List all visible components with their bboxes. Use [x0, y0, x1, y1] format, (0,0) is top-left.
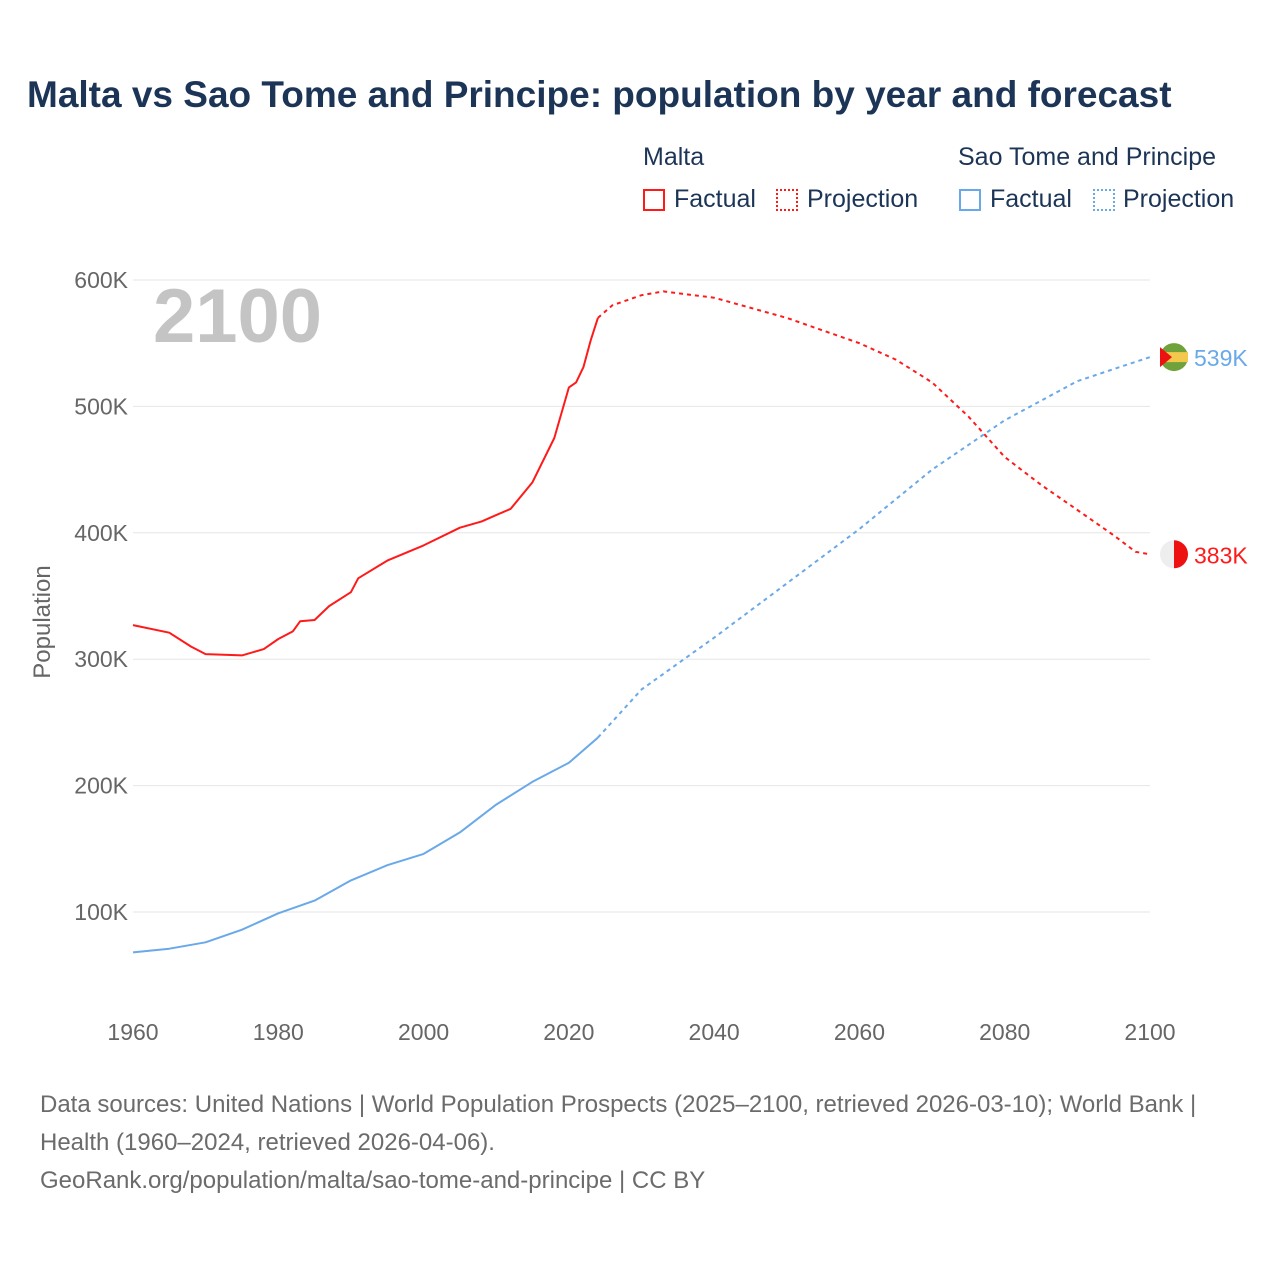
footer: Data sources: United Nations | World Pop… — [40, 1086, 1240, 1200]
x-tick-label: 2020 — [543, 1019, 594, 1045]
footer-link[interactable]: GeoRank.org/population/malta/sao-tome-an… — [40, 1167, 706, 1194]
y-axis-label: Population — [29, 565, 56, 678]
year-overlay: 2100 — [153, 274, 322, 359]
malta-flag-icon — [1160, 540, 1188, 569]
y-tick-label: 500K — [74, 393, 128, 419]
x-tick-label: 2100 — [1124, 1019, 1175, 1045]
legend-malta-projection[interactable]: Projection — [807, 185, 919, 213]
y-tick-label: 300K — [74, 646, 128, 672]
footer-sources: Data sources: United Nations | World Pop… — [40, 1091, 1197, 1156]
y-tick-label: 100K — [74, 899, 128, 925]
legend-group-stp: Sao Tome and Principe — [958, 143, 1217, 171]
chart-title: Malta vs Sao Tome and Principe: populati… — [27, 74, 1172, 115]
legend-malta-factual-swatch — [643, 189, 665, 211]
legend-stp-projection-swatch — [1093, 189, 1115, 211]
legend-stp-factual-swatch — [959, 189, 981, 211]
x-tick-label: 2040 — [689, 1019, 740, 1045]
series-line-sao-tome-and-principe-projection — [597, 356, 1151, 739]
y-tick-label: 200K — [74, 773, 128, 799]
x-tick-label: 1960 — [107, 1019, 158, 1045]
flag-triangle — [1160, 347, 1172, 368]
end-value-label: 383K — [1194, 542, 1248, 568]
legend-stp-projection[interactable]: Projection — [1123, 185, 1235, 213]
legend-malta-factual[interactable]: Factual — [674, 185, 756, 213]
x-tick-label: 2000 — [398, 1019, 449, 1045]
legend-group-malta: Malta — [643, 143, 705, 171]
end-value-label: 539K — [1194, 345, 1248, 371]
y-tick-label: 600K — [74, 267, 128, 293]
legend-stp-factual[interactable]: Factual — [990, 185, 1072, 213]
x-tick-label: 2080 — [979, 1019, 1030, 1045]
legend-malta-projection-swatch — [776, 189, 798, 211]
x-tick-label: 1980 — [253, 1019, 304, 1045]
flag-red-half — [1174, 540, 1188, 569]
y-tick-label: 400K — [74, 520, 128, 546]
flag-band — [1160, 352, 1188, 363]
series-line-sao-tome-and-principe-factual — [132, 736, 599, 954]
sao-tome-flag-icon — [1160, 343, 1188, 372]
x-tick-label: 2060 — [834, 1019, 885, 1045]
series-line-malta-projection — [597, 290, 1151, 556]
series-line-malta-factual — [132, 317, 599, 657]
